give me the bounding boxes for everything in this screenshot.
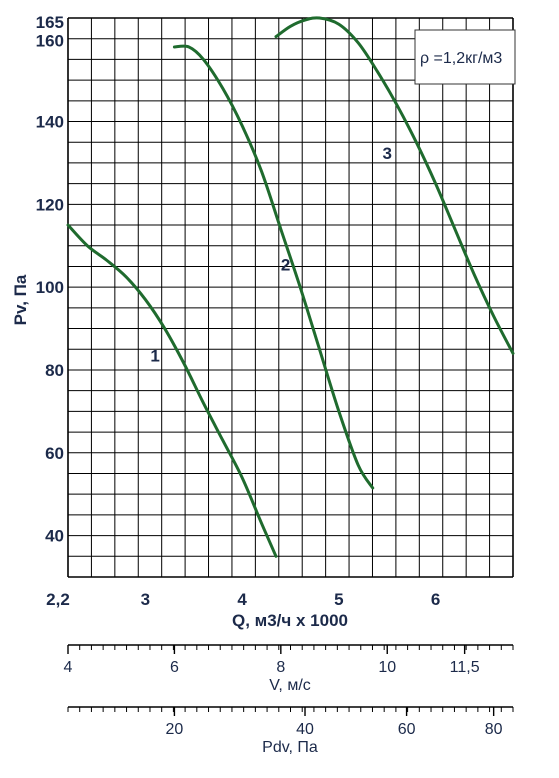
x-tick-label: 6: [431, 590, 440, 609]
x-tick-label: 5: [334, 590, 343, 609]
secondary-tick-label: 80: [485, 721, 503, 738]
velocity-axis-title: V, м/с: [269, 677, 311, 694]
x-tick-label: 4: [237, 590, 247, 609]
y-tick-label: 120: [36, 195, 64, 214]
y-tick-label: 160: [36, 32, 64, 51]
x-axis-title: Q, м3/ч х 1000: [232, 611, 348, 630]
secondary-tick-label: 60: [398, 721, 416, 738]
x-tick-label: 2,2: [46, 590, 70, 609]
secondary-tick-label: 10: [378, 659, 396, 676]
series-line-2: [172, 44, 375, 490]
y-tick-label: 140: [36, 113, 64, 132]
series-line-1: [66, 223, 278, 558]
y-tick-label: 165: [36, 13, 64, 32]
y-tick-label: 60: [45, 444, 64, 463]
y-tick-label: 100: [36, 278, 64, 297]
curve-label-3: 3: [383, 144, 392, 163]
x-tick-label: 3: [141, 590, 150, 609]
y-axis-title: Pv, Па: [11, 274, 30, 325]
y-tick-label: 80: [45, 361, 64, 380]
secondary-tick-label: 11,5: [450, 659, 480, 676]
secondary-tick-label: 40: [296, 721, 314, 738]
curves: [66, 16, 515, 558]
curve-labels: 1 2 3: [150, 144, 392, 366]
secondary-tick-label: 4: [64, 659, 73, 676]
series-line-3: [274, 16, 515, 355]
grid: [67, 17, 514, 578]
dynamic-pressure-axis-title: Pdv, Па: [262, 739, 318, 756]
annotation-box: [414, 29, 516, 85]
x-tick-labels: 2,2 3 4 5 6: [46, 590, 440, 609]
curve-label-2: 2: [281, 256, 290, 275]
secondary-tick-label: 20: [166, 721, 184, 738]
secondary-tick-label: 8: [276, 659, 285, 676]
curve-label-1: 1: [150, 347, 159, 366]
annotation-text: ρ =1,2кг/м3: [420, 50, 502, 67]
secondary-tick-label: 6: [170, 659, 179, 676]
y-tick-label: 40: [45, 527, 64, 546]
secondary-axes: 4 6 8 10 11,5 20 40 60 80: [64, 644, 514, 738]
